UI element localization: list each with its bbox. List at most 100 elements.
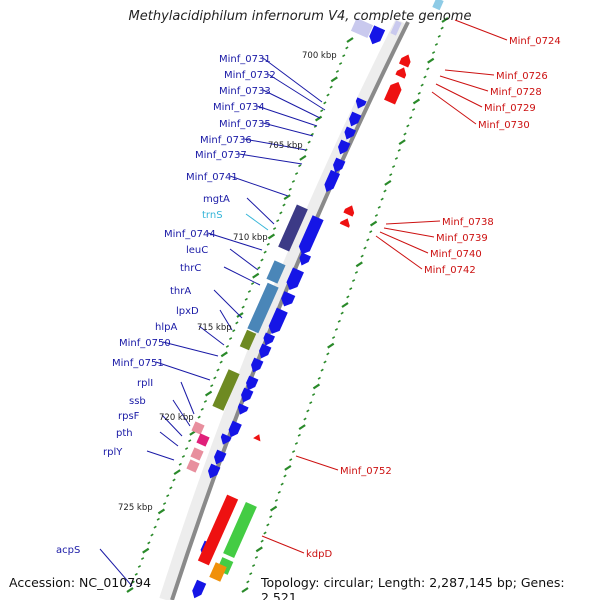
gene-label: Minf_0750 [119, 338, 171, 349]
scale-tick [338, 62, 343, 66]
scale-tick [360, 254, 364, 258]
accession-text: Accession: NC_010794 [9, 575, 152, 590]
cog-block-shape [247, 282, 279, 334]
gene-label: thrC [180, 263, 201, 274]
scale-tick [178, 462, 182, 466]
scale-tick [326, 352, 330, 356]
scale-tick [317, 376, 321, 380]
forward-cds-arrow [286, 267, 304, 291]
label-leader [99, 548, 133, 587]
scale-tick [126, 587, 134, 593]
label-leader [180, 381, 195, 415]
cog-block [247, 282, 279, 334]
forward-cds-arrow-shape [246, 375, 259, 391]
forward-cds-arrow-shape [299, 252, 312, 266]
scale-tick [340, 311, 344, 315]
scale-tick [260, 258, 264, 262]
forward-cds-arrow [251, 357, 264, 373]
reverse-cds-arrow [339, 218, 350, 228]
scale-tick [423, 75, 427, 79]
scale-tick [266, 242, 270, 246]
label-leader [161, 414, 183, 437]
scale-tick [241, 305, 245, 309]
cds-fragment [432, 0, 444, 11]
scale-tick [366, 238, 370, 242]
forward-cds-arrow [324, 169, 341, 193]
scale-tick [289, 458, 293, 462]
gene-label: hlpA [155, 322, 177, 333]
scale-tick [184, 447, 189, 451]
cog-block-shape [278, 204, 308, 252]
scale-tick [236, 312, 244, 318]
gene-label: Minf_0735 [219, 119, 271, 130]
scale-tick [288, 187, 292, 191]
gene-label: Minf_0741 [186, 172, 238, 183]
reverse-cds-arrow [395, 67, 407, 79]
scale-tick [284, 464, 292, 471]
scale-tick [156, 517, 160, 521]
cog-block-shape [197, 494, 239, 566]
scale-tick [283, 194, 291, 201]
forward-cds-arrow [241, 387, 254, 403]
forward-cds-arrow-shape [286, 267, 304, 291]
scale-tick [282, 203, 286, 207]
scale-tick [134, 572, 138, 576]
scale-tick [267, 233, 276, 240]
scale-tick [310, 132, 314, 136]
label-leader [262, 57, 323, 103]
forward-cds-arrow [263, 332, 276, 346]
scale-tick [276, 219, 280, 223]
label-leader [223, 266, 261, 286]
cog-block [278, 204, 308, 252]
scale-tick [294, 172, 299, 176]
gene-label: Minf_0742 [424, 265, 476, 276]
cog-block-shape [223, 501, 257, 559]
forward-cds-arrow-shape [369, 25, 386, 45]
forward-cds-arrow [192, 579, 207, 599]
forward-cds-arrow-shape [344, 126, 357, 140]
scale-tick [342, 54, 346, 58]
scale-tick [417, 91, 421, 95]
label-leader [219, 309, 233, 331]
scale-tick [197, 415, 201, 419]
scale-tick [255, 546, 263, 553]
gene-labels: 700 kbp 705 kbp 710 kbp 715 kbp 720 kbp 725 k… [56, 36, 561, 560]
gene-label: trnS [202, 210, 223, 221]
forward-cds-arrow [237, 403, 249, 415]
forward-cds-arrow-shape [263, 332, 276, 346]
gene-label: Minf_0734 [213, 102, 265, 113]
scale-tick [220, 351, 228, 358]
scale-tick [219, 360, 223, 364]
cog-block [223, 501, 257, 559]
scale-tick [147, 541, 151, 545]
scale-tick [403, 132, 407, 136]
scale-tick [294, 441, 299, 445]
cds-fragment [390, 20, 402, 36]
forward-cds-arrow [208, 463, 221, 479]
label-leader [246, 197, 275, 225]
scale-tick [251, 564, 256, 568]
scale-tick [173, 469, 181, 476]
forward-cds-arrow-shape [333, 157, 346, 173]
gene-label: thrA [170, 286, 191, 297]
cog-block [266, 260, 286, 284]
scale-tick [142, 547, 150, 554]
scale-tick [351, 279, 356, 283]
gene-label: Minf_0724 [509, 36, 561, 47]
scale-tick [181, 454, 186, 458]
scale-tick [369, 230, 373, 234]
label-leader [146, 450, 175, 461]
gene-label: kdpD [306, 549, 332, 560]
forward-cds-arrow [333, 157, 346, 173]
forward-cds-arrow-shape [241, 387, 254, 403]
scale-tick [263, 531, 267, 535]
label-leader [454, 19, 508, 41]
forward-cds-arrow-shape [349, 111, 362, 127]
label-leader-lines [99, 19, 508, 587]
scale-tick [420, 83, 424, 87]
scale-tick [279, 211, 283, 215]
scale-tick [307, 140, 311, 144]
gene-label: rpsF [118, 411, 140, 422]
scale-tick [228, 337, 233, 341]
